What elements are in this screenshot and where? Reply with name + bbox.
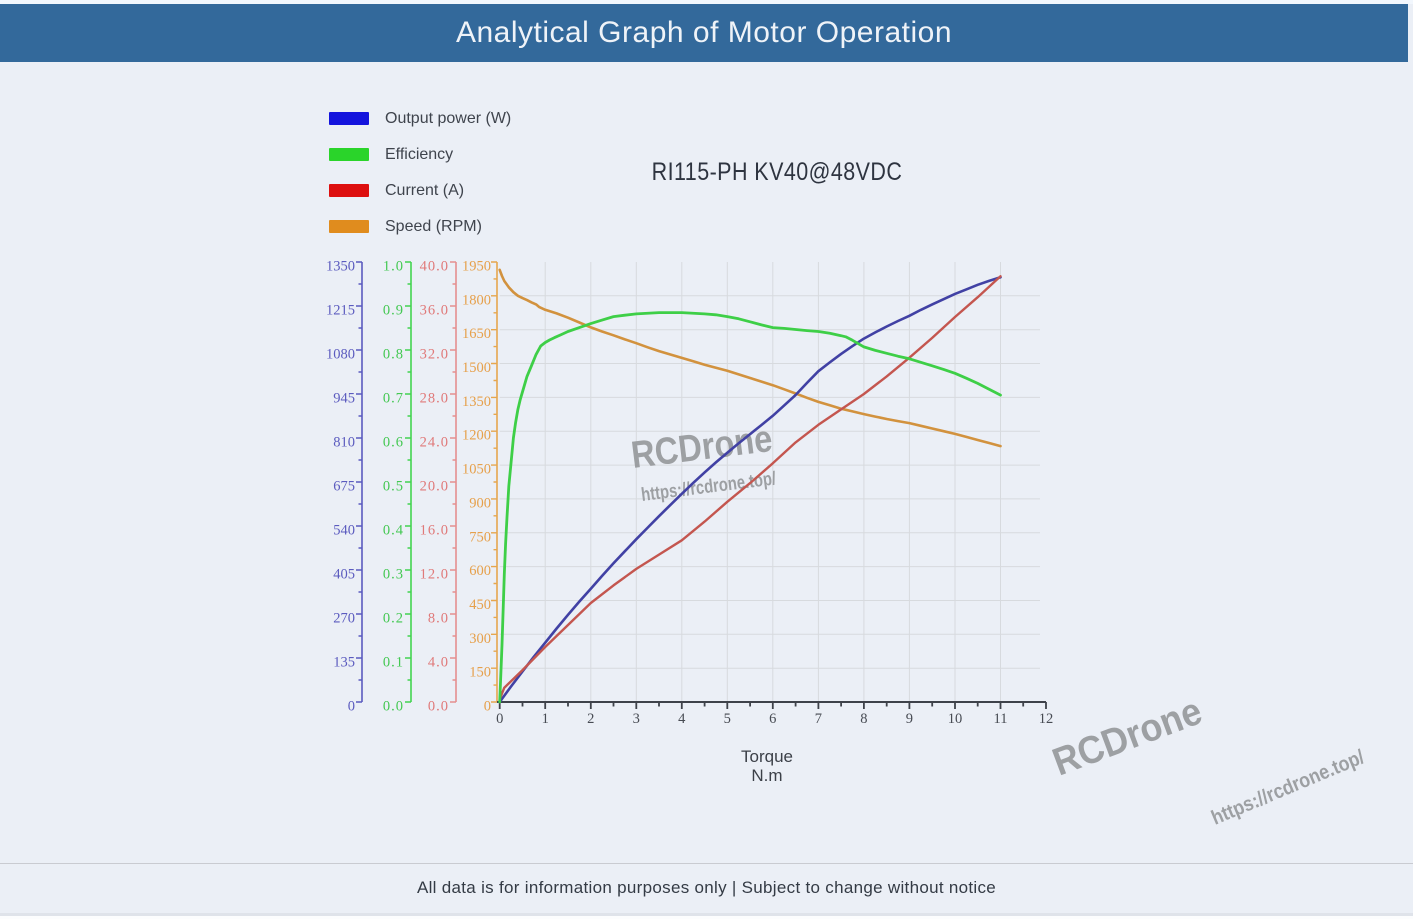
svg-text:RCDrone: RCDrone [1047,688,1208,783]
svg-text:7: 7 [815,711,822,727]
svg-text:0.8: 0.8 [383,347,404,363]
svg-text:1215: 1215 [326,303,355,319]
svg-text:0.6: 0.6 [383,435,404,451]
svg-text:0.0: 0.0 [428,699,449,715]
svg-text:405: 405 [333,567,355,583]
svg-text:0: 0 [496,711,503,727]
svg-text:16.0: 16.0 [420,523,449,539]
svg-text:24.0: 24.0 [420,435,449,451]
svg-text:1650: 1650 [462,326,491,342]
svg-text:5: 5 [724,711,731,727]
svg-text:1950: 1950 [462,259,491,275]
svg-text:0.7: 0.7 [383,391,404,407]
svg-text:12.0: 12.0 [420,567,449,583]
svg-text:12: 12 [1039,711,1054,727]
svg-text:600: 600 [469,563,491,579]
svg-text:6: 6 [769,711,776,727]
svg-text:20.0: 20.0 [420,479,449,495]
svg-text:1: 1 [542,711,549,727]
svg-text:8: 8 [860,711,867,727]
svg-text:36.0: 36.0 [420,303,449,319]
svg-text:3: 3 [633,711,640,727]
svg-text:1800: 1800 [462,292,491,308]
svg-text:270: 270 [333,611,355,627]
svg-text:https://rcdrone.top/: https://rcdrone.top/ [640,468,777,506]
svg-text:135: 135 [333,655,355,671]
svg-text:4: 4 [678,711,686,727]
svg-text:1.0: 1.0 [383,259,404,275]
svg-text:Torque: Torque [741,747,793,766]
svg-text:32.0: 32.0 [420,347,449,363]
svg-text:0: 0 [348,699,355,715]
svg-text:0: 0 [484,699,491,715]
svg-text:1350: 1350 [462,394,491,410]
svg-text:450: 450 [469,597,491,613]
svg-text:900: 900 [469,495,491,511]
svg-text:9: 9 [906,711,913,727]
svg-text:1200: 1200 [462,428,491,444]
svg-text:945: 945 [333,391,355,407]
svg-text:0.0: 0.0 [383,699,404,715]
svg-text:1500: 1500 [462,360,491,376]
svg-text:1050: 1050 [462,462,491,478]
svg-text:0.3: 0.3 [383,567,404,583]
svg-text:150: 150 [469,665,491,681]
svg-text:300: 300 [469,631,491,647]
svg-text:N.m: N.m [751,766,782,785]
svg-text:1080: 1080 [326,347,355,363]
svg-text:RCDrone: RCDrone [629,417,775,477]
svg-text:810: 810 [333,435,355,451]
svg-text:10: 10 [948,711,963,727]
svg-text:0.1: 0.1 [383,655,404,671]
svg-text:750: 750 [469,529,491,545]
svg-text:0.4: 0.4 [383,523,404,539]
svg-text:540: 540 [333,523,355,539]
svg-text:8.0: 8.0 [428,611,449,627]
svg-text:40.0: 40.0 [420,259,449,275]
svg-text:2: 2 [587,711,594,727]
svg-text:0.9: 0.9 [383,303,404,319]
svg-text:11: 11 [994,711,1008,727]
svg-text:1350: 1350 [326,259,355,275]
svg-text:https://rcdrone.top/: https://rcdrone.top/ [1208,746,1368,830]
svg-text:0.5: 0.5 [383,479,404,495]
svg-text:4.0: 4.0 [428,655,449,671]
svg-text:675: 675 [333,479,355,495]
svg-text:28.0: 28.0 [420,391,449,407]
svg-text:0.2: 0.2 [383,611,404,627]
